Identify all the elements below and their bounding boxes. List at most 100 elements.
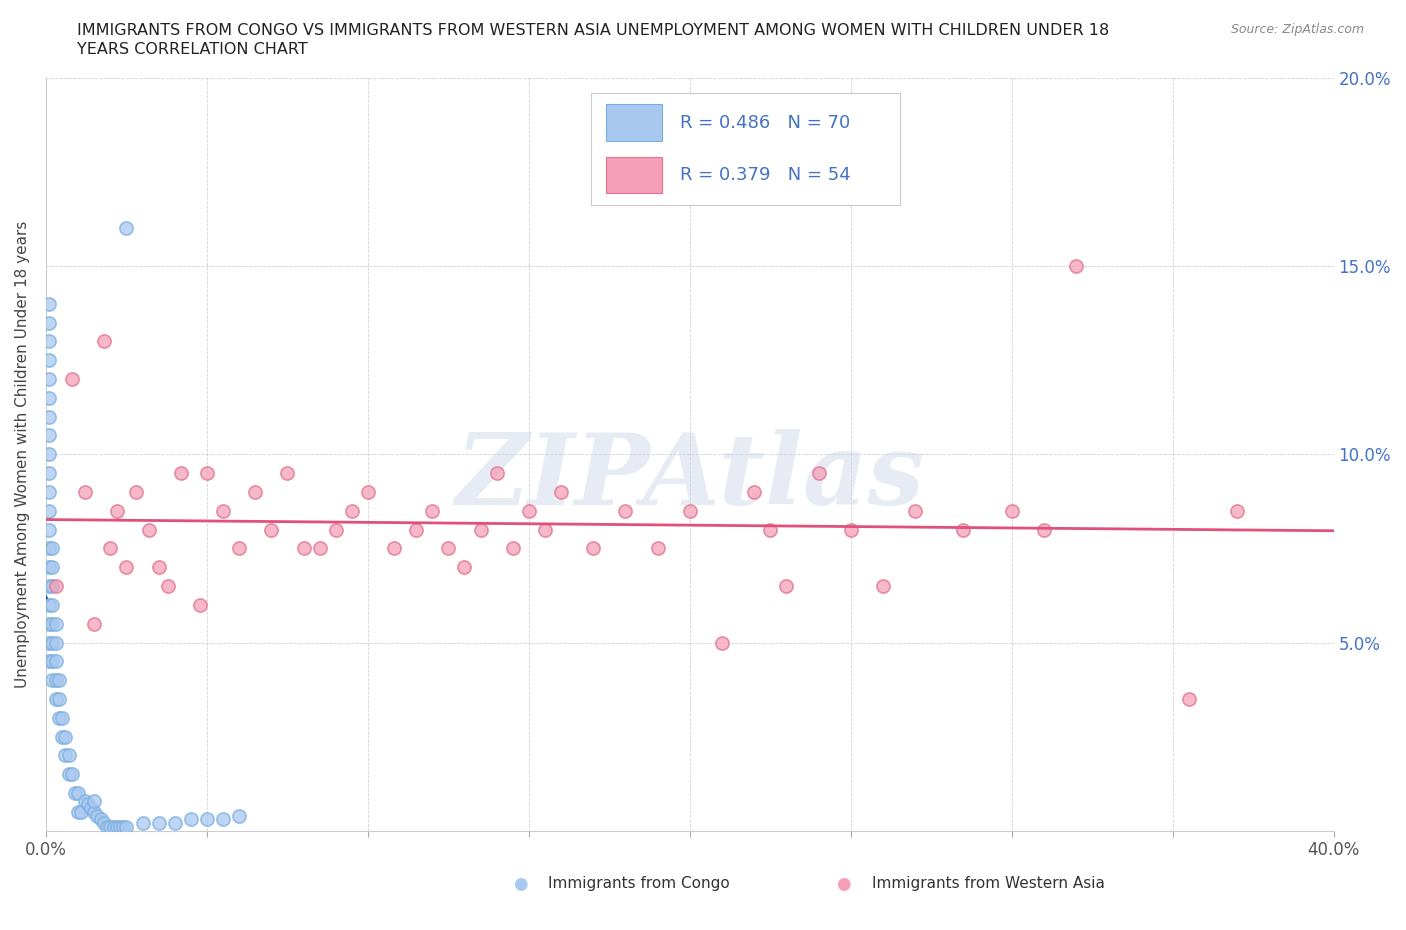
Point — [260, 522, 283, 537]
Point — [45, 635, 67, 650]
Point — [195, 466, 218, 481]
Point — [115, 819, 138, 834]
Point — [103, 819, 125, 834]
Point — [83, 804, 105, 819]
Point — [60, 372, 83, 387]
Point — [86, 808, 108, 823]
Point — [41, 578, 63, 593]
Point — [485, 466, 508, 481]
Point — [245, 485, 267, 499]
Point — [534, 522, 557, 537]
Point — [93, 334, 115, 349]
Text: R = 0.379   N = 54: R = 0.379 N = 54 — [681, 166, 851, 184]
Text: Immigrants from Western Asia: Immigrants from Western Asia — [872, 876, 1105, 891]
Bar — [606, 104, 662, 141]
Point — [38, 560, 60, 575]
Point — [48, 672, 70, 687]
Point — [308, 541, 330, 556]
Bar — [606, 156, 662, 193]
Point — [115, 560, 138, 575]
Point — [51, 729, 73, 744]
Point — [228, 541, 250, 556]
Point — [839, 522, 862, 537]
Text: Source: ZipAtlas.com: Source: ZipAtlas.com — [1230, 23, 1364, 36]
Point — [195, 812, 218, 827]
Point — [775, 578, 797, 593]
Point — [679, 503, 702, 518]
Point — [1001, 503, 1024, 518]
Point — [83, 793, 105, 808]
Point — [125, 485, 148, 499]
Point — [502, 541, 524, 556]
Point — [742, 485, 765, 499]
Point — [131, 816, 153, 830]
Text: IMMIGRANTS FROM CONGO VS IMMIGRANTS FROM WESTERN ASIA UNEMPLOYMENT AMONG WOMEN W: IMMIGRANTS FROM CONGO VS IMMIGRANTS FROM… — [77, 23, 1109, 38]
Point — [38, 315, 60, 330]
Point — [38, 541, 60, 556]
Text: R = 0.486   N = 70: R = 0.486 N = 70 — [681, 113, 851, 131]
Point — [105, 819, 128, 834]
Point — [38, 503, 60, 518]
Point — [382, 541, 405, 556]
Point — [38, 391, 60, 405]
Point — [63, 786, 86, 801]
Text: ●: ● — [513, 874, 527, 893]
Point — [340, 503, 363, 518]
Point — [212, 503, 235, 518]
Point — [93, 816, 115, 830]
Point — [38, 654, 60, 669]
Point — [614, 503, 637, 518]
Point — [41, 672, 63, 687]
Point — [1064, 259, 1087, 273]
Point — [105, 503, 128, 518]
Point — [90, 812, 112, 827]
Point — [38, 446, 60, 461]
Point — [98, 819, 121, 834]
Point — [470, 522, 492, 537]
Point — [163, 816, 186, 830]
Point — [38, 485, 60, 499]
Point — [647, 541, 669, 556]
Point — [108, 819, 131, 834]
Point — [453, 560, 475, 575]
Point — [45, 617, 67, 631]
Point — [1178, 692, 1201, 707]
Point — [759, 522, 782, 537]
Y-axis label: Unemployment Among Women with Children Under 18 years: Unemployment Among Women with Children U… — [15, 220, 30, 688]
Point — [38, 466, 60, 481]
Point — [157, 578, 180, 593]
Point — [58, 767, 80, 782]
Point — [357, 485, 380, 499]
Point — [138, 522, 160, 537]
Point — [711, 635, 734, 650]
Point — [38, 578, 60, 593]
Point — [276, 466, 298, 481]
Point — [38, 297, 60, 312]
Point — [80, 801, 103, 816]
Point — [228, 808, 250, 823]
Text: Immigrants from Congo: Immigrants from Congo — [548, 876, 730, 891]
Point — [98, 541, 121, 556]
Point — [112, 819, 135, 834]
Point — [190, 597, 212, 612]
Point — [38, 428, 60, 443]
Point — [76, 797, 98, 812]
Point — [550, 485, 572, 499]
Text: YEARS CORRELATION CHART: YEARS CORRELATION CHART — [77, 42, 308, 57]
Point — [53, 748, 76, 763]
Point — [41, 654, 63, 669]
Point — [41, 560, 63, 575]
Point — [48, 692, 70, 707]
Point — [38, 352, 60, 367]
Point — [73, 485, 96, 499]
Point — [807, 466, 830, 481]
Point — [212, 812, 235, 827]
Point — [41, 617, 63, 631]
Point — [952, 522, 974, 537]
Point — [38, 334, 60, 349]
Point — [83, 617, 105, 631]
Point — [96, 819, 118, 834]
Point — [582, 541, 605, 556]
Point — [51, 711, 73, 725]
Point — [70, 804, 93, 819]
